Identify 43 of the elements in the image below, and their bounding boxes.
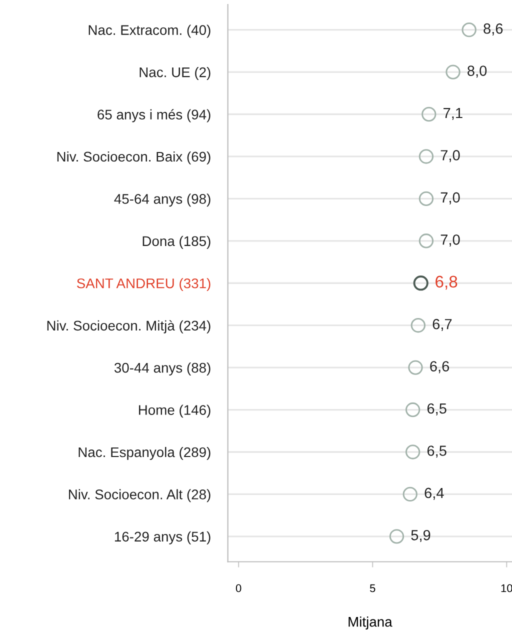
y-tick-label: 65 anys i més (94) [98, 109, 210, 122]
y-tick-label: Niv. Socioecon. Alt (28) [68, 489, 210, 502]
y-tick-label: Nac. UE (2) [140, 67, 210, 80]
point [402, 486, 418, 502]
y-tick-label: Nac. Espanyola (289) [78, 446, 210, 460]
data-label: 6,4 [424, 488, 444, 500]
x-axis-title: Mitjana [348, 616, 392, 630]
data-label: 7,0 [440, 234, 460, 247]
point [405, 444, 420, 460]
data-label: 5,9 [411, 530, 430, 542]
x-tick-label: 5 [370, 584, 376, 592]
data-label: 6,5 [427, 403, 446, 416]
point [410, 318, 426, 333]
y-tick-label: Nac. Extracom. (40) [88, 24, 210, 38]
x-tick-label: 0 [236, 584, 242, 592]
point [408, 360, 423, 375]
y-tick-label: 16-29 anys (51) [114, 531, 210, 544]
data-label: 6,8 [436, 276, 458, 290]
point [405, 402, 420, 418]
data-label: 8,0 [468, 66, 487, 78]
data-label: 6,7 [432, 318, 452, 331]
data-label: 7,0 [440, 192, 460, 204]
point [418, 234, 434, 248]
point [462, 22, 476, 38]
point [389, 529, 404, 544]
data-label: 7,1 [444, 108, 462, 120]
data-label: 7,0 [440, 150, 460, 162]
data-label: 8,6 [484, 23, 503, 36]
y-tick-label: 45-64 anys (98) [114, 194, 210, 207]
y-tick-label: Dona (185) [142, 236, 210, 249]
data-label: 6,6 [430, 361, 450, 374]
point [446, 64, 460, 80]
x-tick-label: 10 [501, 584, 512, 592]
y-tick-label: SANT ANDREU (331) [76, 278, 210, 292]
data-label: 6,5 [427, 446, 446, 458]
point [413, 276, 428, 291]
point [418, 149, 434, 164]
y-tick-label: 30-44 anys (88) [114, 362, 210, 376]
y-tick-label: Niv. Socioecon. Mitjà (234) [47, 320, 210, 334]
y-tick-label: Home (146) [138, 404, 210, 418]
point [418, 191, 434, 206]
y-tick-label: Niv. Socioecon. Baix (69) [57, 151, 210, 164]
point [422, 106, 436, 122]
